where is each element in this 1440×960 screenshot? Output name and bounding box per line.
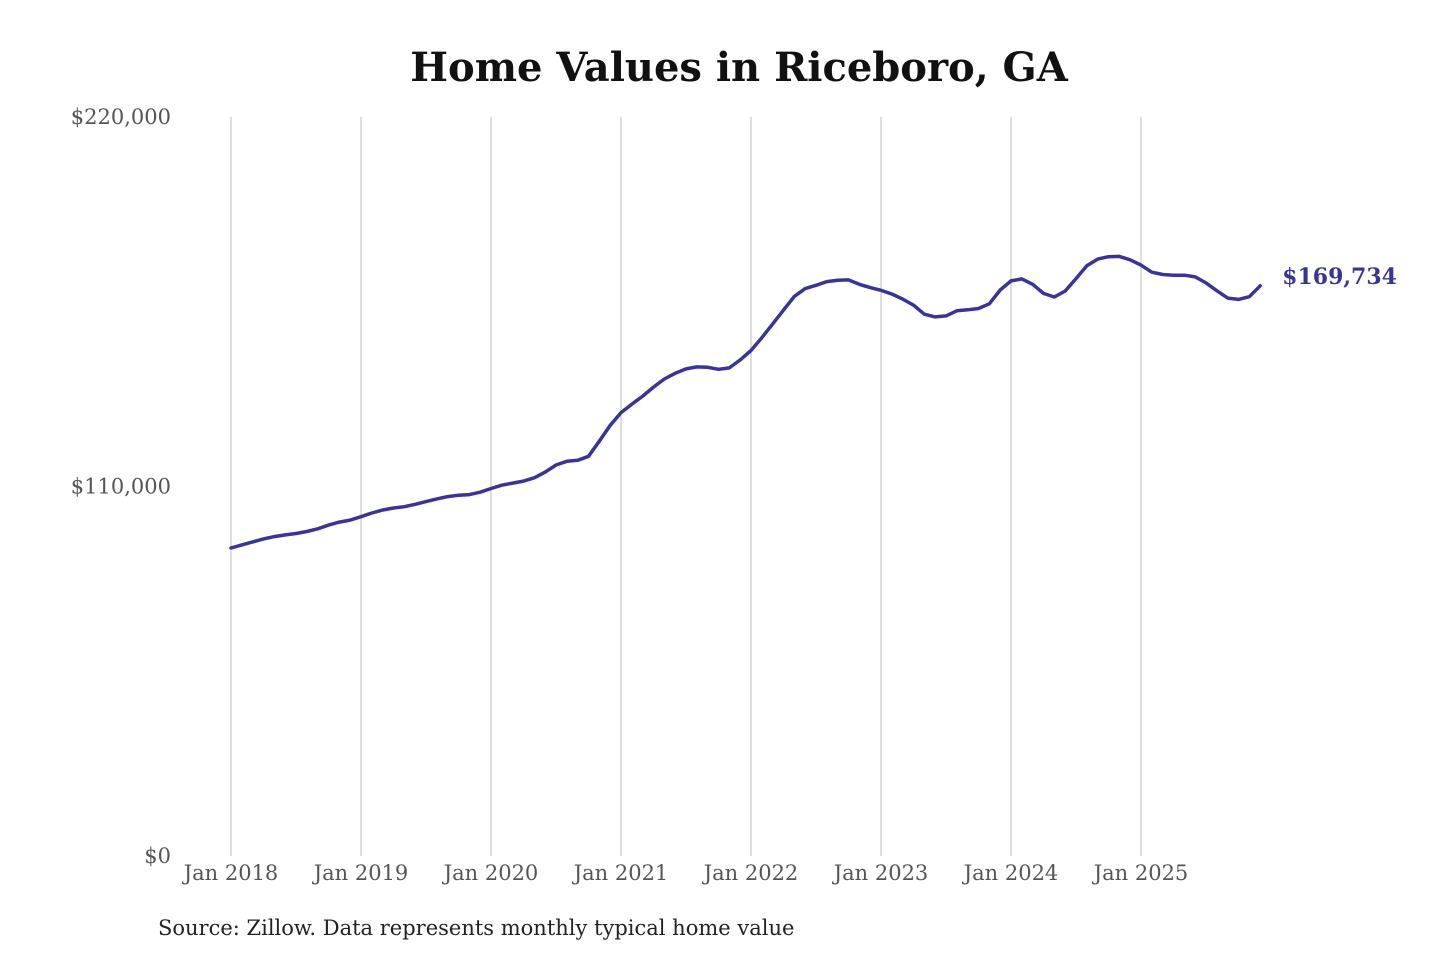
end-value-label: $169,734 xyxy=(1282,264,1397,290)
x-tick-label: Jan 2018 xyxy=(182,861,279,885)
x-tick-label: Jan 2019 xyxy=(312,861,409,885)
x-tick-label: Jan 2023 xyxy=(832,861,929,885)
y-tick-label: $0 xyxy=(144,844,171,868)
x-tick-label: Jan 2022 xyxy=(702,861,799,885)
x-tick-label: Jan 2021 xyxy=(572,861,669,885)
chart-source-note: Source: Zillow. Data represents monthly … xyxy=(158,916,795,940)
y-tick-label: $110,000 xyxy=(71,475,171,499)
chart-title: Home Values in Riceboro, GA xyxy=(410,44,1068,91)
y-tick-label: $220,000 xyxy=(71,105,171,129)
x-tick-label: Jan 2025 xyxy=(1092,861,1189,885)
x-tick-label: Jan 2020 xyxy=(442,861,539,885)
series-line xyxy=(229,254,1262,550)
x-tick-label: Jan 2024 xyxy=(962,861,1059,885)
